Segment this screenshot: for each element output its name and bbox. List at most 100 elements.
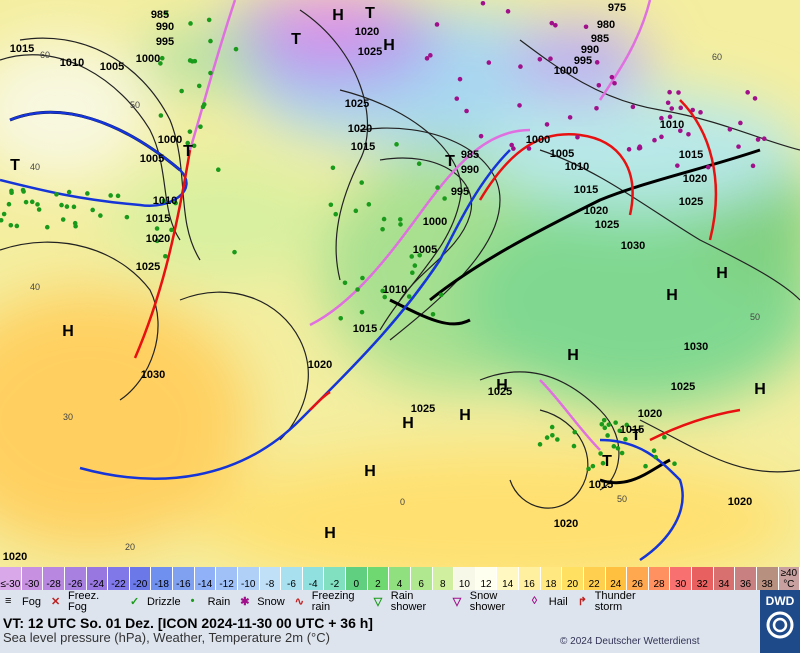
scale-step: 28 bbox=[648, 567, 671, 590]
high-pressure: H bbox=[332, 7, 344, 24]
temperature-label: 50 bbox=[750, 312, 760, 322]
isobar-label: 1025 bbox=[488, 386, 512, 398]
legend-label: Snow bbox=[257, 595, 285, 608]
weather-symbol bbox=[410, 270, 415, 276]
temperature-label: 60 bbox=[40, 50, 50, 60]
scale-step: -14 bbox=[194, 567, 217, 590]
isobar-label: 1015 bbox=[146, 213, 170, 225]
weather-symbol bbox=[54, 192, 59, 197]
weather-symbol bbox=[1, 211, 7, 217]
weather-symbol bbox=[659, 134, 664, 140]
weather-symbol bbox=[163, 10, 169, 16]
weather-symbol bbox=[659, 115, 664, 121]
weather-symbol bbox=[115, 193, 121, 199]
weather-symbol bbox=[416, 161, 422, 167]
weather-symbol bbox=[60, 217, 66, 222]
weather-symbol bbox=[505, 9, 511, 14]
scale-step: 18 bbox=[540, 567, 563, 590]
weather-symbol bbox=[9, 190, 14, 196]
scale-step: -2 bbox=[324, 567, 346, 590]
weather-symbol bbox=[690, 107, 696, 113]
weather-symbol bbox=[417, 252, 422, 258]
legend-icon: • bbox=[190, 595, 195, 607]
weather-symbol bbox=[518, 64, 523, 69]
temperature-label: 0 bbox=[400, 497, 405, 507]
weather-symbol bbox=[600, 460, 606, 466]
isobar-label: 1000 bbox=[423, 216, 447, 228]
isobar-label: 1025 bbox=[411, 403, 435, 415]
isobar-label: 1015 bbox=[589, 479, 613, 491]
weather-symbol bbox=[651, 448, 657, 454]
scale-step: 34 bbox=[713, 567, 736, 590]
weather-symbol bbox=[667, 114, 673, 120]
isobar-label: 990 bbox=[461, 164, 479, 176]
weather-symbol bbox=[698, 110, 703, 115]
weather-symbol bbox=[596, 82, 602, 88]
high-pressure: H bbox=[324, 525, 336, 542]
weather-symbol bbox=[537, 57, 543, 62]
weather-symbol bbox=[457, 76, 463, 82]
weather-symbol bbox=[394, 142, 399, 147]
weather-symbol bbox=[366, 202, 372, 207]
weather-symbol bbox=[478, 133, 484, 139]
isobar-label: 995 bbox=[574, 55, 592, 67]
temperature-label: 30 bbox=[63, 412, 73, 422]
legend-label: Freez. Fog bbox=[67, 590, 100, 613]
isobar-label: 1020 bbox=[683, 173, 707, 185]
isobar-label: 1020 bbox=[584, 205, 608, 217]
temperature-label: 40 bbox=[30, 162, 40, 172]
isobar-label: 1030 bbox=[141, 369, 165, 381]
isobar-label: 1000 bbox=[526, 134, 550, 146]
weather-symbol bbox=[738, 120, 743, 126]
scale-step: -24 bbox=[86, 567, 109, 590]
legend-icon: ✕ bbox=[50, 596, 61, 608]
weather-symbol bbox=[553, 22, 558, 28]
high-pressure: H bbox=[716, 265, 728, 282]
weather-symbol bbox=[36, 207, 42, 212]
weather-symbol bbox=[198, 124, 203, 129]
isobar-label: 990 bbox=[156, 21, 174, 33]
weather-symbol bbox=[575, 134, 580, 140]
isobar-label: 1015 bbox=[10, 43, 34, 55]
scale-step: 2 bbox=[367, 567, 390, 590]
scale-step: 10 bbox=[454, 567, 476, 590]
weather-symbol bbox=[544, 435, 550, 440]
weather-symbol bbox=[190, 59, 195, 64]
legend-item: • Rain bbox=[186, 590, 236, 614]
weather-symbol bbox=[665, 100, 671, 106]
valid-time: VT: 12 UTC So. 01 Dez. [ICON 2024-11-30 … bbox=[3, 615, 373, 631]
scale-step: -26 bbox=[64, 567, 87, 590]
weather-symbol bbox=[594, 60, 600, 65]
high-pressure: H bbox=[754, 381, 766, 398]
isobar-label: 1025 bbox=[345, 98, 369, 110]
dwd-logo: DWD bbox=[760, 590, 800, 653]
isobar-label: 1015 bbox=[620, 424, 644, 436]
scale-step: 22 bbox=[583, 567, 606, 590]
weather-symbol bbox=[98, 213, 103, 218]
isobar-label: 1005 bbox=[140, 153, 164, 165]
scale-step: -30 bbox=[21, 567, 44, 590]
weather-symbol bbox=[191, 143, 197, 149]
temperature-label: 60 bbox=[712, 52, 722, 62]
temperature-label: 20 bbox=[125, 542, 135, 552]
legend-label: Rain shower bbox=[390, 590, 427, 613]
weather-symbol bbox=[555, 437, 560, 442]
weather-symbol bbox=[606, 422, 612, 427]
weather-symbol bbox=[163, 253, 168, 259]
isobar-label: 1025 bbox=[671, 381, 695, 393]
isobar-label: 990 bbox=[581, 44, 599, 56]
isobar-label: 1000 bbox=[554, 65, 578, 77]
weather-symbol bbox=[676, 90, 681, 95]
scale-step: 38 bbox=[756, 567, 779, 590]
weather-symbol bbox=[173, 200, 178, 206]
isobar-label: 1025 bbox=[595, 219, 619, 231]
weather-symbol bbox=[464, 108, 469, 114]
scale-step: -8 bbox=[259, 567, 282, 590]
copyright: © 2024 Deutscher Wetterdienst bbox=[560, 636, 700, 647]
weather-symbol bbox=[526, 146, 532, 151]
low-pressure: T bbox=[631, 427, 641, 444]
weather-symbol bbox=[8, 222, 14, 228]
weather-symbol bbox=[179, 88, 184, 94]
legend-icon: ▽ bbox=[373, 596, 383, 608]
weather-symbol bbox=[154, 238, 160, 244]
